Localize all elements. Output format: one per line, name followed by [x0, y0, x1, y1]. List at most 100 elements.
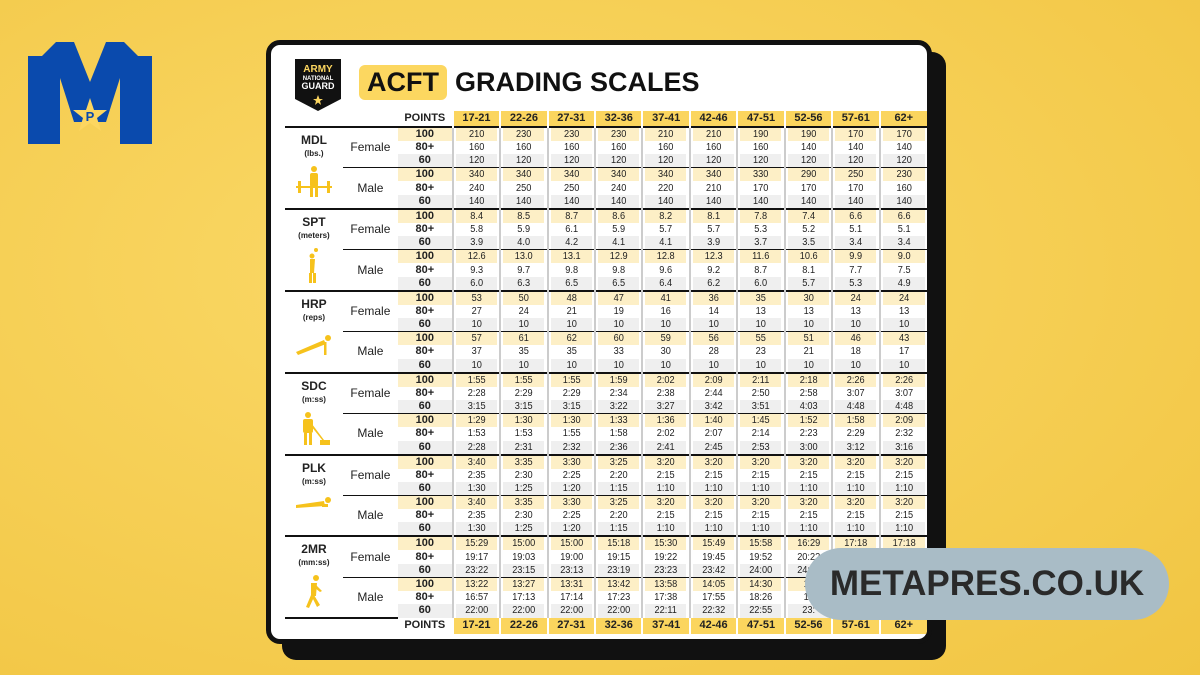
score-cell: 1:10 — [785, 522, 831, 537]
score-cell: 30 — [643, 345, 688, 359]
points-cell: 100 — [397, 413, 453, 428]
score-cell: 13:22 — [453, 576, 499, 591]
gender-label: Female — [342, 453, 398, 496]
table-row: 80+ 27 24 21 19 16 14 13 13 13 13 — [285, 304, 927, 319]
score-cell: 19:22 — [643, 550, 688, 564]
event-unit: (lbs.) — [304, 149, 324, 158]
points-footer: POINTS — [397, 617, 453, 634]
age-group-header: 57-61 — [831, 111, 880, 127]
score-cell: 13:58 — [643, 576, 688, 591]
score-cell: 19:52 — [738, 550, 783, 564]
gender-label: Male — [342, 494, 398, 537]
score-cell: 1:10 — [880, 481, 926, 496]
score-cell: 10 — [453, 318, 499, 332]
points-cell: 100 — [397, 371, 453, 387]
score-cell: 24 — [501, 304, 546, 319]
table-row: 60 6.0 6.3 6.5 6.5 6.4 6.2 6.0 5.7 5.3 4.9 — [285, 276, 927, 291]
score-cell: 2:02 — [643, 427, 688, 441]
score-cell: 17:38 — [643, 590, 688, 605]
score-cell: 1:36 — [643, 413, 688, 428]
score-cell: 190 — [785, 126, 831, 141]
score-cell: 3.9 — [690, 236, 736, 250]
table-row: 80+ 9.3 9.7 9.8 9.8 9.6 9.2 8.7 8.1 7.7 7.5 — [285, 263, 927, 277]
score-cell: 28 — [690, 345, 736, 359]
score-cell: 2:15 — [833, 468, 878, 482]
score-cell: 2:34 — [595, 386, 641, 401]
score-cell: 3:25 — [595, 453, 641, 469]
score-cell: 140 — [738, 194, 783, 209]
points-cell: 100 — [397, 331, 453, 346]
score-cell: 57 — [453, 331, 499, 346]
table-row: 60 10 10 10 10 10 10 10 10 10 10 — [285, 358, 927, 373]
score-cell: 10 — [453, 358, 499, 373]
score-cell: 13:42 — [595, 576, 641, 591]
points-cell: 60 — [397, 563, 453, 578]
score-cell: 1:10 — [880, 522, 926, 537]
score-cell: 22:00 — [501, 604, 546, 618]
gender-label: Female — [342, 126, 398, 168]
score-cell: 1:20 — [548, 481, 594, 496]
age-group-footer: 47-51 — [736, 617, 785, 634]
score-cell: 2:28 — [453, 386, 499, 401]
score-cell: 120 — [595, 154, 641, 168]
score-cell: 10 — [785, 318, 831, 332]
score-cell: 6.1 — [548, 222, 594, 237]
score-cell: 3:30 — [548, 453, 594, 469]
score-cell: 9.2 — [690, 263, 736, 277]
score-cell: 23:23 — [643, 563, 688, 578]
table-row: 80+ 2:35 2:30 2:25 2:20 2:15 2:15 2:15 2:15 2:15 2… — [285, 508, 927, 523]
score-cell: 10 — [595, 358, 641, 373]
table-row: 60 3:15 3:15 3:15 3:22 3:27 3:42 3:51 4:03 4:48 4:… — [285, 400, 927, 414]
score-cell: 2:44 — [690, 386, 736, 401]
gender-label: Male — [342, 413, 398, 455]
age-group-header: 22-26 — [499, 111, 548, 127]
score-cell: 2:15 — [785, 468, 831, 482]
score-cell: 2:15 — [785, 508, 831, 523]
points-cell: 100 — [397, 289, 453, 305]
score-cell: 8.1 — [785, 263, 831, 277]
table-row: Male 100 340 340 340 340 340 340 330 290 250 230 — [285, 167, 927, 209]
table-row: 60 1:30 1:25 1:20 1:15 1:10 1:10 1:10 1:10 1:10 1:… — [285, 522, 927, 537]
score-cell: 2:15 — [880, 508, 926, 523]
score-cell: 6.5 — [548, 276, 594, 291]
score-cell: 2:20 — [595, 508, 641, 523]
score-cell: 3.4 — [880, 236, 926, 250]
score-cell: 9.6 — [643, 263, 688, 277]
event-unit: (mm:ss) — [298, 558, 330, 568]
score-cell: 170 — [785, 181, 831, 195]
age-group-footer: 17-21 — [451, 617, 501, 634]
sled-drag-icon — [302, 411, 330, 445]
score-cell: 3:27 — [643, 400, 688, 414]
score-cell: 15:00 — [548, 535, 594, 551]
score-cell: 50 — [501, 289, 546, 305]
score-cell: 120 — [690, 154, 736, 168]
score-cell: 340 — [501, 167, 546, 182]
points-cell: 80+ — [415, 304, 435, 317]
score-cell: 230 — [548, 126, 594, 141]
score-cell: 17:18 — [833, 535, 878, 551]
score-cell: 10 — [785, 358, 831, 373]
points-header: POINTS — [397, 111, 453, 127]
score-cell: 41 — [643, 289, 688, 305]
score-cell: 250 — [548, 181, 594, 195]
score-cell: 7.4 — [785, 207, 831, 223]
score-cell: 12.8 — [643, 249, 688, 264]
score-cell: 2:35 — [453, 468, 499, 482]
score-cell: 7.8 — [738, 207, 783, 223]
score-cell: 7.7 — [833, 263, 878, 277]
table-row: 60 140 140 140 140 140 140 140 140 140 140 — [285, 194, 927, 209]
score-cell: 62 — [548, 331, 594, 346]
score-cell: 1:10 — [643, 481, 688, 496]
score-cell: 17:55 — [690, 590, 736, 605]
event-code: HRP — [301, 296, 327, 311]
score-cell: 1:53 — [453, 427, 499, 441]
table-row: 80+ 2:28 2:29 2:29 2:34 2:38 2:44 2:50 2:58 3:07 3… — [285, 386, 927, 401]
score-cell: 6.6 — [833, 207, 878, 223]
points-cell: 100 — [397, 535, 453, 551]
score-cell: 9.0 — [880, 249, 926, 264]
score-cell: 1:55 — [453, 371, 499, 387]
score-cell: 8.7 — [548, 207, 594, 223]
score-cell: 1:55 — [548, 427, 594, 441]
score-cell: 2:29 — [833, 427, 878, 441]
table-row: 60 2:28 2:31 2:32 2:36 2:41 2:45 2:53 3:00 3:12 3:… — [285, 440, 927, 455]
